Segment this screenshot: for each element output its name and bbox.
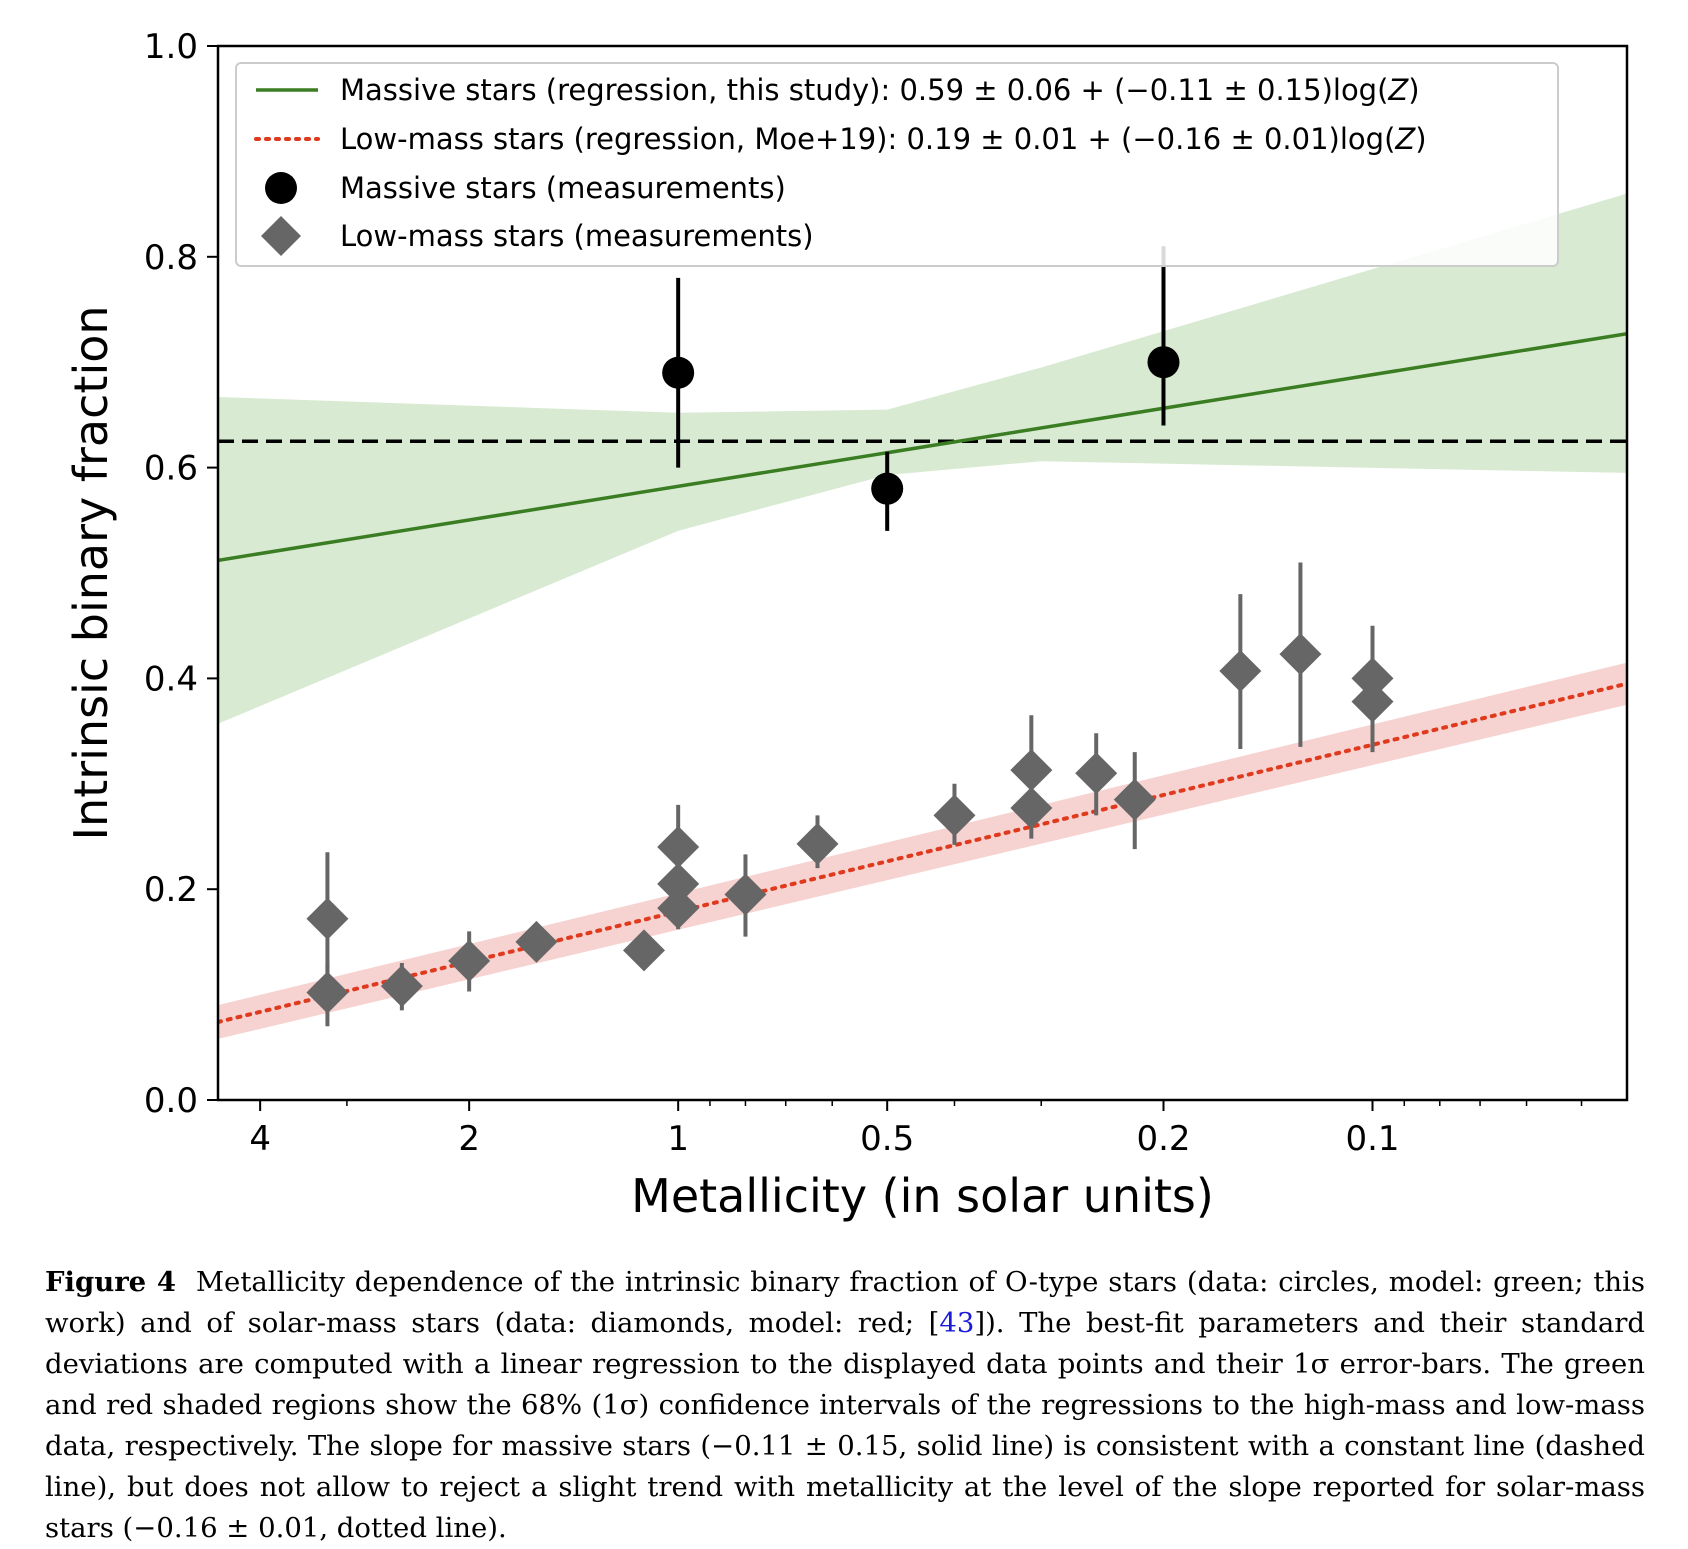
lowmass-point-17	[1279, 633, 1322, 676]
citation-link[interactable]: 43	[939, 1307, 975, 1339]
regression-lines	[218, 332, 1627, 1025]
lowmass-point-5	[623, 929, 666, 972]
legend-italic-z: Z	[1394, 122, 1416, 156]
y-axis-title: Intrinsic binary fraction	[64, 305, 118, 840]
massive-regression-line	[218, 332, 1627, 563]
massive-point-1	[871, 472, 904, 505]
chart: 4 2 1 0.5 0.2 0.1 0.0 0.2 0.4 0.6 0.8 1.0 Metallici…	[64, 27, 1629, 1223]
legend-italic-z: Z	[1387, 73, 1409, 107]
y-tick-label-4: 0.8	[144, 238, 198, 278]
lowmass-regression-line	[218, 681, 1627, 1025]
massive-point-0	[662, 356, 695, 389]
x-tick-label-2: 1	[667, 1119, 689, 1159]
legend-label-1: Low-mass stars (regression, Moe+19): 0.1…	[340, 122, 1427, 156]
figure-label: Figure 4	[45, 1266, 177, 1298]
lowmass-point-19	[1351, 680, 1394, 723]
legend-marker-diamond	[261, 216, 301, 256]
legend-box	[235, 62, 1559, 267]
axis-ticks: 4 2 1 0.5 0.2 0.1 0.0 0.2 0.4 0.6 0.8 1.0	[144, 27, 1583, 1159]
legend: Massive stars (regression, this study): …	[235, 62, 1559, 267]
lowmass-point-2	[380, 965, 423, 1008]
axes-frame	[216, 44, 1629, 1102]
lowmass-point-4	[515, 920, 558, 963]
data-points	[306, 246, 1394, 1027]
x-tick-label-4: 0.2	[1136, 1119, 1190, 1159]
figure-caption: Figure 4 Metallicity dependence of the i…	[45, 1262, 1645, 1549]
y-tick-label-2: 0.4	[144, 659, 198, 699]
y-tick-label-5: 1.0	[144, 27, 198, 67]
caption-text-part-1: Metallicity dependence of the intrinsic …	[45, 1266, 1645, 1339]
x-axis-title: Metallicity (in solar units)	[631, 1169, 1214, 1223]
lowmass-confidence-band	[218, 662, 1627, 1039]
x-tick-label-5: 0.1	[1345, 1119, 1399, 1159]
legend-label-2: Massive stars (measurements)	[340, 171, 786, 205]
lowmass-point-16	[1219, 650, 1262, 693]
lowmass-point-14	[1075, 752, 1118, 795]
y-tick-label-0: 0.0	[144, 1081, 198, 1121]
lowmass-point-15	[1113, 778, 1156, 821]
legend-label-3: Low-mass stars (measurements)	[340, 219, 814, 253]
legend-label-0: Massive stars (regression, this study): …	[340, 73, 1420, 107]
lowmass-point-13	[1010, 787, 1053, 830]
massive-confidence-band	[218, 193, 1627, 724]
x-tick-label-0: 4	[249, 1119, 271, 1159]
massive-point-2	[1147, 346, 1180, 379]
caption-text-part-2: ]). The best-fit parameters and their st…	[45, 1307, 1645, 1544]
lowmass-point-3	[448, 939, 491, 982]
y-tick-label-1: 0.2	[144, 870, 198, 910]
lowmass-point-0	[306, 897, 349, 940]
confidence-bands	[218, 193, 1627, 1039]
legend-marker-circle	[265, 172, 297, 204]
lowmass-point-1	[306, 971, 349, 1014]
lowmass-point-10	[796, 822, 839, 865]
lowmass-point-9	[724, 873, 767, 916]
lowmass-point-8	[657, 887, 700, 930]
lowmass-point-11	[933, 794, 976, 837]
y-tick-label-3: 0.6	[144, 449, 198, 489]
x-tick-label-3: 0.5	[860, 1119, 914, 1159]
lowmass-point-12	[1010, 749, 1053, 792]
x-tick-label-1: 2	[458, 1119, 480, 1159]
